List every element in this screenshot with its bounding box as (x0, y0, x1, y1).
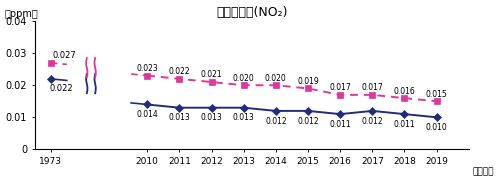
Text: （ppm）: （ppm） (4, 9, 38, 19)
Text: 0.012: 0.012 (362, 117, 383, 126)
Text: 0.020: 0.020 (233, 74, 254, 83)
Text: 0.011: 0.011 (330, 120, 351, 129)
Text: 0.017: 0.017 (330, 83, 351, 92)
Text: 0.022: 0.022 (49, 84, 73, 93)
Text: 0.020: 0.020 (265, 74, 286, 83)
Text: 0.017: 0.017 (362, 83, 383, 92)
Title: 二酸化窒素(NO₂): 二酸化窒素(NO₂) (216, 6, 288, 19)
Text: （年度）: （年度） (473, 167, 494, 176)
Text: 0.012: 0.012 (265, 117, 286, 126)
Text: 0.010: 0.010 (426, 123, 448, 132)
Text: 0.022: 0.022 (168, 67, 190, 76)
Text: 0.015: 0.015 (426, 90, 448, 99)
Text: 0.011: 0.011 (394, 120, 415, 129)
Text: 0.014: 0.014 (136, 110, 158, 119)
Text: 0.012: 0.012 (297, 117, 319, 126)
Text: 0.023: 0.023 (136, 64, 158, 73)
Text: 0.027: 0.027 (52, 51, 76, 60)
Text: 0.013: 0.013 (168, 113, 190, 122)
Text: 0.016: 0.016 (394, 86, 415, 96)
Text: 0.021: 0.021 (200, 70, 222, 80)
Text: 0.019: 0.019 (297, 77, 319, 86)
Text: 0.013: 0.013 (233, 113, 254, 122)
Text: 0.013: 0.013 (200, 113, 222, 122)
